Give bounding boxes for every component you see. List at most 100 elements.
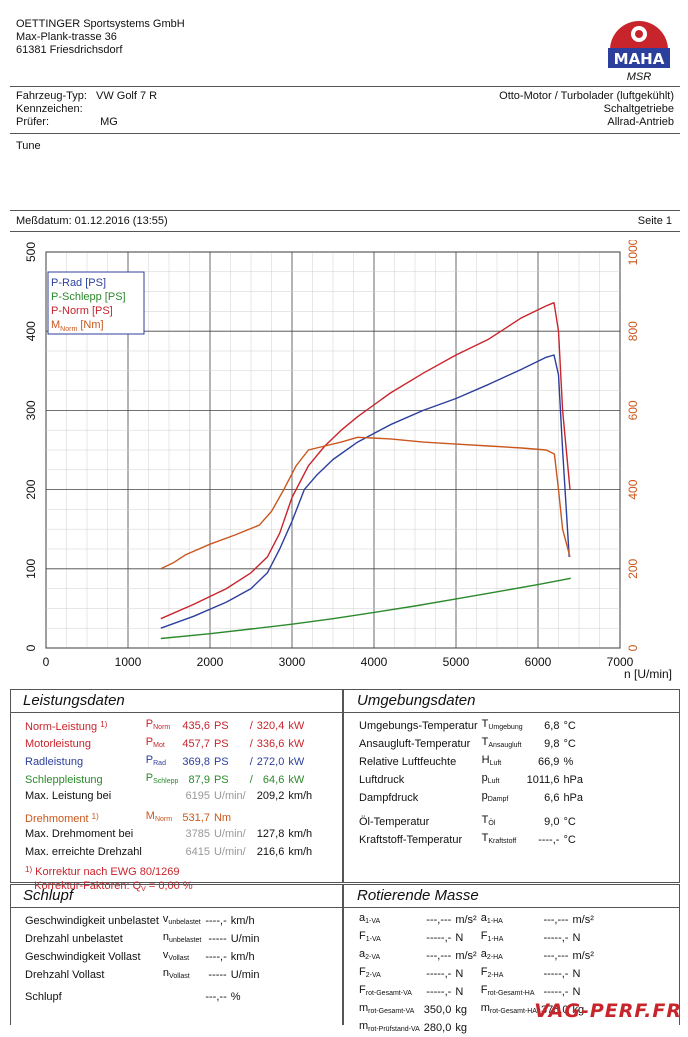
umgebung-row: Ansaugluft-Temperatur TAnsaugluft 9,8 °C	[357, 735, 585, 753]
value-kw: 320,4	[256, 720, 285, 732]
unit: °C	[563, 720, 576, 732]
x-tick-label: 0	[43, 655, 50, 669]
symbol-right: a2-HA	[480, 948, 503, 961]
rotierende-row: a2-VA ---,--- m/s² a2-HA ---,--- m/s²	[357, 947, 596, 965]
label: Relative Luftfeuchte	[359, 756, 457, 768]
y-right-tick-label: 1000	[626, 240, 640, 265]
legend-entry: MNorm [Nm]	[51, 319, 104, 333]
label: Dampfdruck	[359, 792, 419, 804]
leistung-row: Radleistung PRad 369,8 PS /272,0 kW	[23, 753, 314, 771]
value: ---,--	[205, 991, 227, 1003]
value-right: 375,0	[540, 1004, 569, 1016]
symbol: MNorm	[145, 810, 173, 823]
unit: kW	[288, 756, 305, 768]
speed-value: 127,8	[256, 828, 285, 840]
umgebung-row: Öl-Temperatur TÖl 9,0 °C	[357, 813, 585, 831]
value-right: -----,-	[543, 968, 569, 980]
label: Motorleistung	[25, 738, 92, 750]
notes-text: Tune	[16, 140, 41, 152]
y-left-tick-label: 500	[24, 242, 38, 262]
schlupf-title: Schlupf	[11, 885, 343, 908]
label: Drehzahl unbelastet	[25, 933, 123, 945]
symbol: TAnsaugluft	[481, 736, 522, 749]
rotierende-row: mrot-Gesamt-VA 350,0 kg mrot-Gesamt-HA 375,0…	[357, 1001, 596, 1019]
value-ps: 435,6	[182, 720, 210, 732]
schlupf-row: Geschwindigkeit Vollast vVollast ----,- km/…	[23, 948, 261, 966]
vehicle-type-label: Fahrzeug-Typ:	[16, 90, 87, 102]
x-axis-label: n [U/min]	[624, 667, 672, 681]
value-left: 350,0	[423, 1004, 452, 1016]
value: ----,-	[538, 834, 560, 846]
unit-left: kg	[455, 1022, 467, 1034]
label: Geschwindigkeit Vollast	[25, 951, 141, 963]
unit-left: kg	[455, 1004, 467, 1016]
value-left: ---,---	[426, 914, 452, 926]
x-tick-label: 5000	[443, 655, 470, 669]
company-name: OETTINGER Sportsystems GmbH	[16, 18, 185, 30]
value: ----,-	[205, 951, 227, 963]
y-left-tick-label: 0	[24, 644, 38, 651]
umgebung-table: Umgebungs-Temperatur TUmgebung 6,8 °C Ansaug…	[357, 717, 585, 849]
y-right-tick-label: 400	[626, 479, 640, 499]
leistung-title: Leistungsdaten	[11, 690, 343, 713]
value: 66,9	[538, 756, 560, 768]
value: 9,0	[544, 816, 560, 828]
unit: %	[230, 991, 241, 1003]
symbol-right: F1-HA	[480, 930, 504, 943]
symbol-left: a2-VA	[359, 948, 381, 961]
value-left: -----,-	[426, 986, 452, 998]
sep: /	[249, 738, 253, 750]
rpm-value: 6415	[185, 846, 210, 858]
label: Öl-Temperatur	[359, 816, 430, 828]
unit: kW	[288, 738, 305, 750]
label: Drehzahl Vollast	[25, 969, 105, 981]
sep: /	[249, 774, 253, 786]
label: Max. Leistung bei	[25, 790, 112, 802]
value: 9,8	[544, 738, 560, 750]
rpm-row: Max. erreichte Drehzahl 6415 U/min/216,6 km…	[23, 845, 314, 859]
label: Max. Drehmoment bei	[25, 828, 134, 840]
symbol-right	[479, 1019, 539, 1037]
vehicle-type-value: VW Golf 7 R	[95, 90, 158, 102]
value: -----	[208, 933, 227, 945]
symbol	[161, 990, 203, 1004]
x-tick-label: 4000	[361, 655, 388, 669]
gearbox-type: Schaltgetriebe	[603, 103, 674, 115]
legend-entry: P-Schlepp [PS]	[51, 291, 126, 303]
company-street: Max-Plank-trasse 36	[16, 31, 117, 43]
unit: hPa	[563, 792, 584, 804]
value-kw: 272,0	[256, 756, 285, 768]
y-right-tick-label: 0	[626, 644, 640, 651]
symbol: TÖl	[481, 814, 496, 827]
umgebung-row: Umgebungs-Temperatur TUmgebung 6,8 °C	[357, 717, 585, 735]
symbol: PSchlepp	[145, 772, 179, 785]
unit-left: N	[455, 968, 464, 980]
unit: km/h	[288, 828, 313, 840]
unit: km/h	[230, 951, 255, 963]
value-right: -----,-	[543, 986, 569, 998]
symbol: PMot	[145, 736, 165, 749]
symbol-left: mrot-Prüfstand-VA	[359, 1020, 420, 1033]
vehicle-right: Otto-Motor / Turbolader (luftgekühlt) Sc…	[499, 90, 674, 129]
logo-text: MAHA	[614, 50, 665, 68]
sep	[248, 827, 255, 841]
symbol	[144, 827, 181, 841]
label: Norm-Leistung 1)	[25, 720, 108, 733]
panel-rotierende-masse: Rotierende Masse a1-VA ---,--- m/s² a1-HA --…	[342, 884, 680, 1034]
label: Luftdruck	[359, 774, 405, 786]
x-tick-label: 7000	[607, 655, 634, 669]
umgebung-row: Kraftstoff-Temperatur TKraftstoff ----,- °C	[357, 831, 585, 849]
logo-sub: MSR	[626, 71, 652, 83]
value: 1011,6	[526, 774, 560, 786]
rotierende-row: F2-VA -----,- N F2-HA -----,- N	[357, 965, 596, 983]
symbol-left: a1-VA	[359, 912, 381, 925]
unit: PS	[213, 738, 229, 750]
panel-umgebungsdaten: Umgebungsdaten Umgebungs-Temperatur TUmge…	[342, 689, 680, 883]
symbol: nVollast	[162, 967, 190, 980]
speed-value: 209,2	[256, 790, 285, 802]
value-ps: 369,8	[182, 756, 210, 768]
page-number: Seite 1	[637, 215, 672, 227]
schlupf-row: Drehzahl unbelastet nunbelastet ----- U/min	[23, 930, 261, 948]
unit: U/min	[230, 933, 260, 945]
rotierende-row: a1-VA ---,--- m/s² a1-HA ---,--- m/s²	[357, 911, 596, 929]
